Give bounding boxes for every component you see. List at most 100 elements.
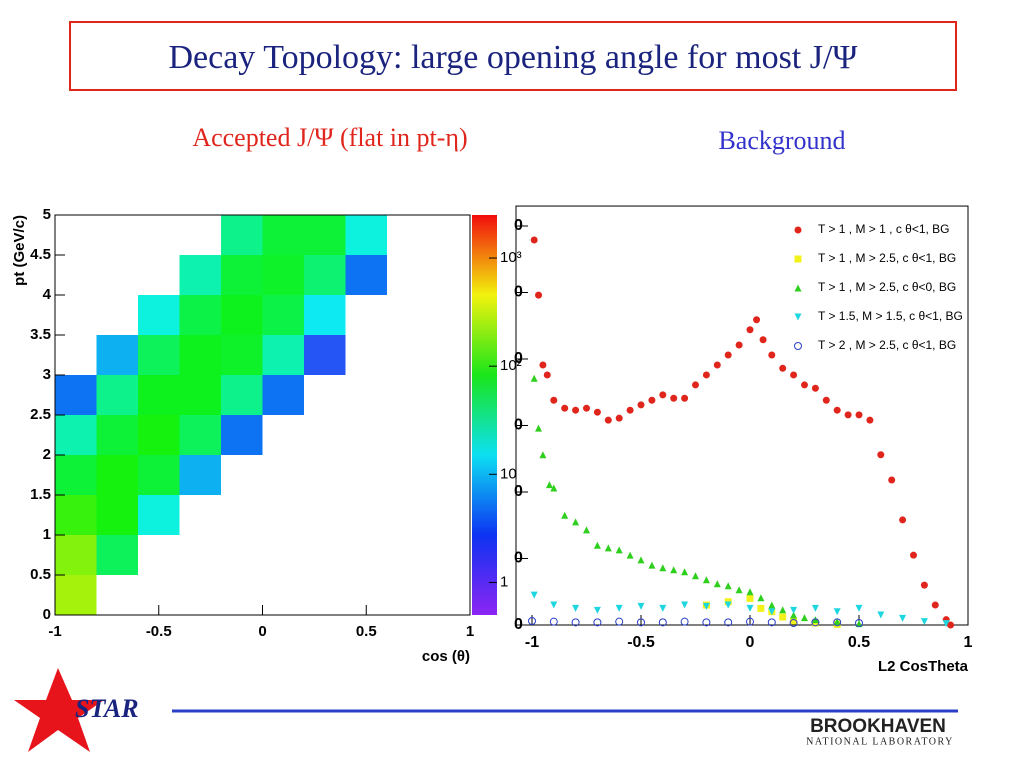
heat-cell — [138, 535, 180, 575]
heat-cell — [429, 575, 471, 615]
point — [593, 408, 601, 416]
point — [759, 336, 767, 344]
heat-cell — [55, 295, 97, 335]
heat-cell — [304, 255, 346, 295]
point — [855, 619, 863, 628]
point — [833, 406, 841, 414]
y-tick-label: 0 — [514, 217, 523, 234]
point — [735, 341, 743, 349]
point — [561, 511, 569, 519]
y-tick-label: 1 — [43, 526, 51, 543]
point — [681, 394, 689, 402]
heat-cell — [387, 495, 429, 535]
point — [615, 414, 623, 422]
point — [681, 601, 689, 609]
point — [561, 404, 569, 412]
heat-cell — [387, 455, 429, 495]
title: Decay Topology: large opening angle for … — [168, 39, 857, 76]
legend-marker — [794, 226, 802, 234]
heat-cell — [55, 215, 97, 255]
heat-cell — [387, 335, 429, 375]
heat-cell — [346, 495, 388, 535]
heat-cell — [138, 255, 180, 295]
point — [888, 476, 896, 484]
point — [583, 404, 590, 412]
point — [866, 416, 874, 424]
plot-frame — [515, 205, 969, 626]
point — [550, 484, 558, 492]
z-tick-label: 10 — [500, 465, 517, 482]
heat-cell — [221, 415, 263, 455]
lab-sub: NATIONAL LABORATORY — [806, 736, 954, 747]
x-tick-label: -1 — [525, 634, 539, 651]
heat-cell — [346, 535, 388, 575]
point — [670, 394, 678, 402]
heat-cell — [221, 375, 263, 415]
heat-cell — [96, 335, 138, 375]
point — [855, 604, 863, 612]
heat-cell — [262, 375, 304, 415]
title-box — [69, 21, 957, 91]
y-tick-label: 1.5 — [30, 486, 51, 503]
heat-cell — [221, 335, 263, 375]
heat-cell — [262, 215, 304, 255]
point — [779, 364, 787, 372]
point — [659, 564, 667, 572]
point — [811, 384, 819, 392]
point — [615, 604, 623, 612]
heat-cell — [346, 415, 388, 455]
legend-label: T > 1 , M > 1 , c θ<1, BG — [818, 222, 950, 236]
heat-cell — [138, 215, 180, 255]
right-label: Background — [718, 126, 845, 155]
point — [658, 618, 667, 627]
point — [670, 566, 678, 574]
y-tick-label: 2 — [43, 446, 51, 463]
point — [789, 619, 798, 628]
point — [811, 616, 819, 624]
y-tick-label: 4.5 — [30, 246, 51, 263]
point — [583, 526, 590, 534]
point — [692, 381, 699, 389]
point — [637, 556, 645, 564]
heat-cell — [96, 455, 138, 495]
heat-cell — [96, 415, 138, 455]
heat-cell — [97, 215, 139, 255]
point — [702, 618, 711, 627]
heat-cell — [387, 575, 429, 615]
heat-cell — [304, 495, 346, 535]
heat-cell — [55, 575, 97, 615]
point — [746, 617, 754, 626]
color-bar — [472, 215, 497, 615]
heat-cell — [179, 415, 221, 455]
legend-label: T > 1 , M > 2.5, c θ<1, BG — [818, 251, 956, 265]
point — [626, 406, 634, 414]
point — [615, 617, 624, 626]
point — [637, 618, 645, 627]
point — [680, 617, 689, 626]
point — [659, 391, 667, 399]
point — [822, 396, 830, 404]
point — [593, 618, 602, 627]
x-tick-label: -0.5 — [146, 623, 172, 640]
point — [572, 518, 580, 526]
heat-cell — [221, 295, 263, 335]
point — [593, 606, 601, 614]
heat-cell — [221, 495, 263, 535]
y-tick-label: 0 — [514, 616, 523, 633]
heat-cell — [221, 215, 263, 255]
point — [746, 588, 754, 596]
heat-cell — [263, 535, 305, 575]
point — [637, 602, 645, 610]
y-tick-label: 0.5 — [30, 566, 51, 583]
heat-cell — [179, 455, 221, 495]
heat-cell — [179, 255, 221, 295]
heat-cell — [345, 255, 387, 295]
point — [753, 316, 761, 324]
point — [790, 371, 798, 379]
legend-marker — [794, 284, 802, 292]
point — [735, 586, 743, 594]
heat-cell — [96, 375, 138, 415]
point — [833, 608, 841, 616]
heat-cell — [387, 295, 429, 335]
